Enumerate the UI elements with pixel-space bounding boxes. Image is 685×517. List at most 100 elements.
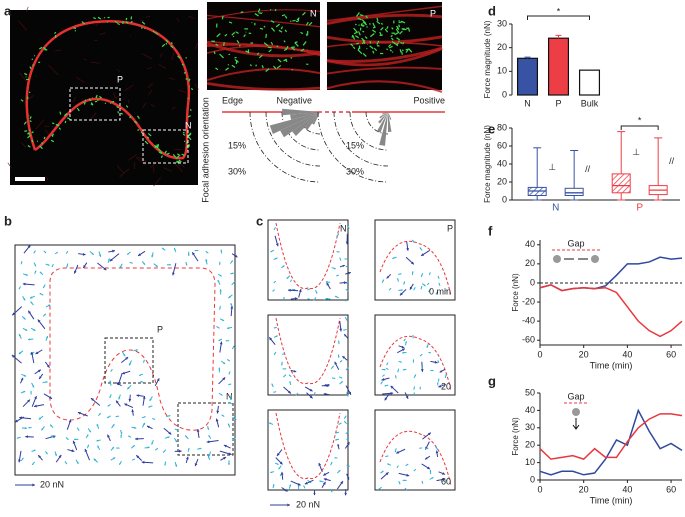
adhesion [302,41,307,46]
region-label: N [185,120,192,130]
actin [326,13,443,25]
arrow-head [395,375,397,377]
arrow-head [87,444,89,447]
arrow-head [426,346,429,348]
arrow-head [128,435,130,438]
arrow-head [340,376,343,379]
texture [48,64,59,76]
panel-letter: g [488,373,496,388]
arrow-head [429,469,432,472]
adhesion [353,31,359,35]
arrow-head [33,449,36,452]
arrow-head [279,461,283,465]
arrow-head [151,442,154,445]
arrow-head [434,360,438,364]
arrow-head [20,377,24,381]
adhesion [43,46,47,50]
arrow-head [343,329,345,331]
texture [76,77,86,84]
arrow-head [280,474,282,476]
arrow-head [25,273,28,276]
rose-wedge [377,112,388,133]
arrow-head [385,472,389,476]
ring-label: 30% [228,166,246,176]
force-map [374,409,456,491]
adhesion [157,148,162,152]
actin [206,68,321,82]
adhesion [27,134,31,139]
adhesion [273,65,277,70]
arrow-head [330,461,333,464]
arrow-head [228,402,231,405]
roi-box [104,337,154,384]
texture [194,42,199,50]
adhesion [352,46,356,50]
y-tick-label: 20 [525,258,535,268]
arrow-head [234,417,237,420]
arrow-head [124,403,128,407]
arrow-head [132,445,135,448]
texture [21,142,26,148]
y-tick-label: 30 [497,18,507,28]
adhesion [144,140,149,145]
arrow-head [162,247,164,250]
arrow-head [50,435,53,438]
adhesion [289,20,292,23]
arrow-head [437,360,439,362]
adhesion [269,9,272,11]
significance: * [557,6,561,16]
adhesion [104,102,107,105]
arrow-head [175,464,178,467]
arrow-head [437,380,440,382]
arrow-head [129,363,132,366]
texture [194,83,199,90]
adhesion [284,29,288,33]
cell [591,255,599,263]
arrow-head [406,464,409,466]
arrow-head [276,452,280,456]
adhesion [166,152,170,155]
arrow-head [381,378,385,381]
arrow-head [289,484,292,487]
arrow-head [216,410,220,414]
arrow-head [120,432,123,435]
arrow-head [19,287,21,290]
arrow-head [425,457,428,460]
arrow-head [219,341,223,345]
arrow-head [227,359,229,361]
arrow-head [119,265,122,269]
arrow-head [185,456,189,460]
texture [116,165,124,174]
x-tick-label: 0 [537,484,542,494]
arrow-head [326,297,329,300]
arrow-head [123,354,126,357]
arrow-head [400,289,403,292]
arrow-head [281,363,283,366]
texture [140,20,145,22]
arrow-head [219,263,221,265]
adhesion [190,87,194,91]
arrow-head [133,458,135,461]
arrow-head [400,273,402,275]
arrow-head [420,369,424,372]
arrow-head [136,455,140,459]
arrow-head [425,447,427,450]
arrow-head [30,301,33,304]
arrow-head [143,262,146,265]
adhesion [39,46,43,50]
arrow-head [394,450,397,453]
adhesion [227,64,230,66]
adhesion [31,58,34,61]
arrow-head [178,449,182,453]
adhesion [259,27,264,30]
bar [578,69,601,96]
arrow-head [98,254,102,257]
ring [333,111,389,167]
arrow-head [289,381,291,383]
texture [188,15,194,19]
texture [25,6,29,13]
adhesion [356,42,359,45]
x-tick-label: Bulk [581,98,599,108]
arrow-head [419,247,422,250]
arrow-head [207,455,210,458]
